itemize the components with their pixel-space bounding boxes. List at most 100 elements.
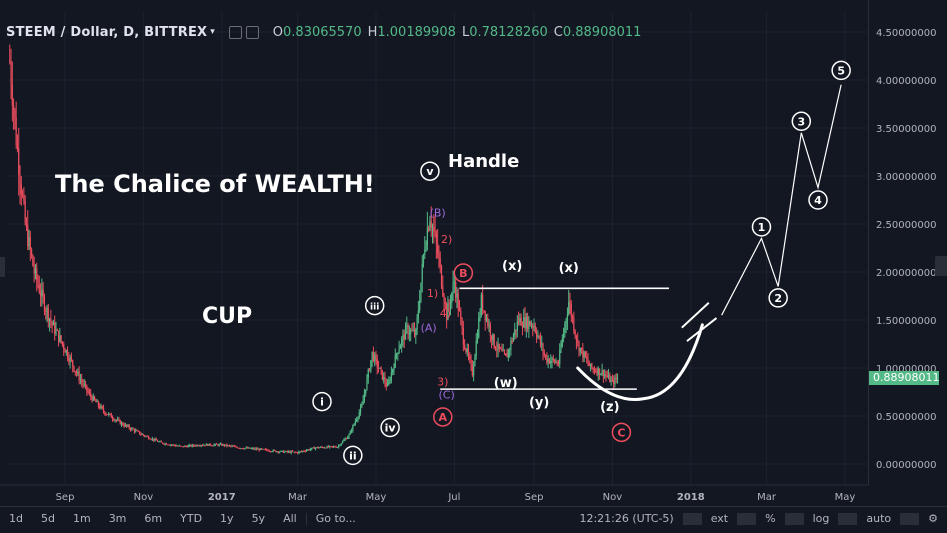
candle-body [240,448,242,449]
candle-body [79,379,82,381]
candle-body [471,364,473,376]
candle-body [578,341,580,352]
candle-body [541,343,543,345]
candle-body [435,233,437,244]
candle-body [272,450,274,452]
timeframe-ytd[interactable]: YTD [180,512,203,525]
auto-scale-toggle[interactable]: auto [866,512,892,525]
candle-body [129,428,132,430]
percent-scale-toggle[interactable]: % [765,512,776,525]
candle-body [64,349,66,353]
candle-body [492,334,494,341]
candle-body [180,445,182,447]
candle-body [245,447,247,449]
timeframe-1m[interactable]: 1m [72,512,91,525]
symbol-name[interactable]: STEEM / Dollar, D, BITTREX [6,24,208,40]
timeframe-6m[interactable]: 6m [144,512,163,525]
timeframe-1d[interactable]: 1d [9,512,23,525]
candle-body [176,445,178,447]
price-axis-handle[interactable] [935,256,947,276]
time-tick-label: 2017 [208,492,236,503]
candle-body [448,303,450,305]
timeframe-5d[interactable]: 5d [40,512,55,525]
candle-body [348,434,350,438]
candle-body [589,363,592,367]
goto-date-button[interactable]: Go to... [315,512,356,525]
candle-body [403,334,405,340]
candle-body [39,292,42,297]
candle-body [222,444,224,446]
price-tick-label: 4.00000000 [876,76,936,87]
candle-body [70,357,73,361]
candle-body [309,449,312,451]
candle-body [367,369,369,378]
price-axis-divider [868,0,869,485]
log-scale-toggle[interactable]: log [812,512,830,525]
header-icons [228,25,259,39]
candle-body [88,392,91,394]
time-tick-label: Nov [134,492,154,503]
candle-body [461,318,463,329]
candle-body [340,443,342,446]
candle-body [225,444,227,446]
wave-label-circle [312,391,332,412]
candle-body [65,350,67,353]
candle-body [334,446,336,448]
wave-label-red: 3) [437,375,448,388]
candle-body [474,356,476,367]
candle-body [138,431,141,434]
chart-settings-gear-icon[interactable]: ⚙ [928,512,938,525]
candle-body [153,438,155,441]
wave-label-A: A [433,407,453,427]
wave-label-circle [768,288,788,308]
compare-icon[interactable] [228,25,242,39]
timeframe-5y[interactable]: 5y [251,512,266,525]
ext-hours-toggle[interactable]: ext [710,512,729,525]
candle-body [28,236,30,247]
settings-square-icon[interactable] [245,25,259,39]
timeframe-3m[interactable]: 3m [108,512,127,525]
candle-body [14,109,16,118]
price-tick-label: 0.50000000 [876,412,936,423]
candle-body [491,335,493,341]
candle-body [506,355,508,358]
wave-label-ii: ii [343,445,363,466]
candle-body [118,419,120,421]
wave-label-red: 4) [440,307,451,320]
candle-body [532,325,534,328]
low-label: L [461,24,470,40]
candle-body [413,329,416,336]
symbol-dropdown-icon[interactable]: ▾ [210,27,215,37]
time-tick-label: Mar [757,492,777,503]
candle-body [46,307,48,312]
candle-body [529,321,531,327]
candle-body [415,329,417,336]
candle-body [352,425,354,431]
candle-body [187,445,189,448]
candle-body [173,444,175,446]
timeframe-1y[interactable]: 1y [220,512,234,525]
wave-label-text: 4 [814,194,822,207]
candle-body [178,445,180,447]
candle-body [111,417,114,420]
candle-body [598,368,601,376]
candle-body [66,350,69,358]
candle-body [282,450,285,453]
candle-body [108,413,110,415]
candle-body [144,435,146,437]
candle-body [154,439,156,441]
break-mark [686,317,718,342]
candle-body [213,444,215,446]
candle-body [579,347,581,352]
candle-body [169,444,171,446]
timeframe-all[interactable]: All [283,512,297,525]
wave-label-white-bold: (w) [494,376,518,391]
candle-body [525,316,527,329]
left-scroll-handle[interactable] [0,257,5,277]
candle-body [446,303,448,321]
candle-body [483,310,485,311]
wave-label-text: B [459,267,467,280]
candle-body [158,441,160,443]
